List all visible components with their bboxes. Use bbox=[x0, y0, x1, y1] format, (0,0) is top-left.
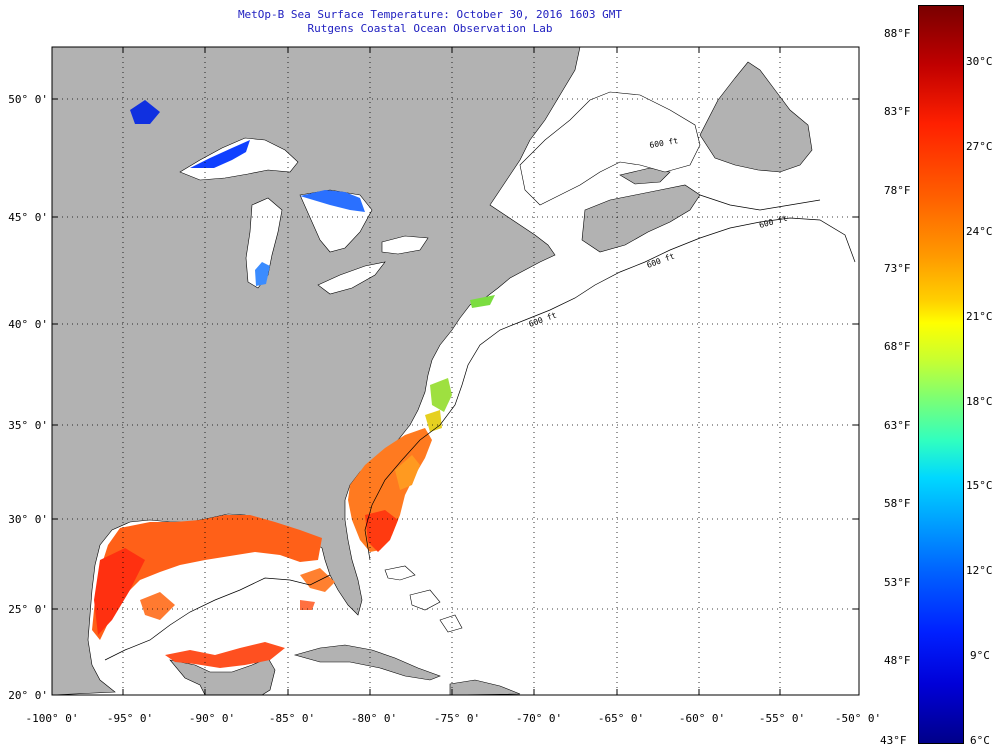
colorbar-f-label: 78°F bbox=[884, 184, 911, 197]
lon-tick-label: -85° 0' bbox=[268, 712, 316, 725]
colorbar-c-label: 18°C bbox=[966, 395, 993, 408]
colorbar-f-label: 83°F bbox=[884, 105, 911, 118]
colorbar-f-label: 88°F bbox=[884, 27, 911, 40]
lon-tick-label: -50° 0' bbox=[834, 712, 882, 725]
colorbar-f-label: 63°F bbox=[884, 419, 911, 432]
colorbar-f-label: 48°F bbox=[884, 654, 911, 667]
lat-tick-label: 35° 0' bbox=[8, 419, 48, 432]
lat-tick-label: 45° 0' bbox=[8, 211, 48, 224]
lon-tick-label: -80° 0' bbox=[350, 712, 398, 725]
lon-tick-label: -70° 0' bbox=[515, 712, 563, 725]
land-pei bbox=[619, 167, 671, 185]
land-hispaniola bbox=[449, 679, 521, 695]
lon-tick-label: -60° 0' bbox=[678, 712, 726, 725]
colorbar-c-label: 24°C bbox=[966, 225, 993, 238]
lake-erie bbox=[317, 261, 386, 295]
temperature-colorbar bbox=[918, 5, 964, 744]
map-subtitle: Rutgens Coastal Ocean Observation Lab bbox=[307, 22, 553, 35]
land-cuba bbox=[293, 644, 441, 681]
colorbar-c-label: 9°C bbox=[970, 649, 990, 662]
lon-tick-label: -55° 0' bbox=[758, 712, 806, 725]
land-newfoundland bbox=[699, 61, 813, 173]
lat-tick-label: 50° 0' bbox=[8, 93, 48, 106]
graticule bbox=[52, 47, 859, 695]
lon-tick-label: -100° 0' bbox=[25, 712, 79, 725]
lat-tick-label: 20° 0' bbox=[8, 689, 48, 702]
colorbar-c-label: 30°C bbox=[966, 55, 993, 68]
lake-ontario bbox=[381, 235, 429, 255]
colorbar-c-label: 21°C bbox=[966, 310, 993, 323]
lat-tick-label: 40° 0' bbox=[8, 318, 48, 331]
land-nova-scotia bbox=[581, 184, 701, 253]
colorbar-f-label: 58°F bbox=[884, 497, 911, 510]
colorbar-f-label: 53°F bbox=[884, 576, 911, 589]
colorbar-f-label: 73°F bbox=[884, 262, 911, 275]
colorbar-c-label: 15°C bbox=[966, 479, 993, 492]
lon-tick-label: -90° 0' bbox=[188, 712, 236, 725]
colorbar-c-label: 12°C bbox=[966, 564, 993, 577]
lat-tick-label: 30° 0' bbox=[8, 513, 48, 526]
colorbar-f-label: 68°F bbox=[884, 340, 911, 353]
sst-gulf-of-mexico bbox=[92, 515, 322, 640]
colorbar-f-label: 43°F bbox=[880, 734, 907, 747]
lon-tick-label: -75° 0' bbox=[433, 712, 481, 725]
lake-superior bbox=[179, 137, 299, 181]
lon-tick-label: -65° 0' bbox=[597, 712, 645, 725]
gulf-st-lawrence bbox=[519, 91, 701, 206]
colorbar-c-label: 6°C bbox=[970, 734, 990, 747]
land-yucatan bbox=[169, 657, 276, 695]
colorbar-c-label: 27°C bbox=[966, 140, 993, 153]
land-north-america bbox=[52, 47, 581, 695]
map-frame bbox=[51, 46, 860, 696]
lat-tick-label: 25° 0' bbox=[8, 603, 48, 616]
map-title: MetOp-B Sea Surface Temperature: October… bbox=[237, 8, 623, 21]
depth-contour-600ft bbox=[364, 217, 856, 561]
lon-tick-label: -95° 0' bbox=[106, 712, 154, 725]
